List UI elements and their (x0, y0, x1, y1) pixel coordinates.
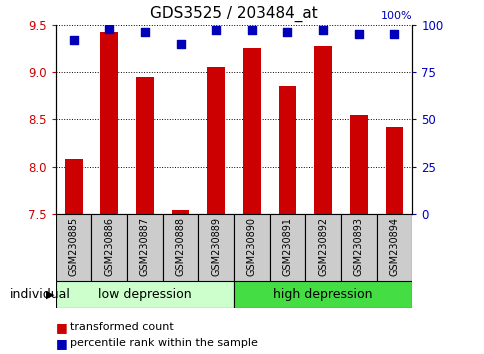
Text: GSM230885: GSM230885 (68, 217, 78, 276)
Point (70, 37, 77, 43)
Text: GSM230886: GSM230886 (104, 217, 114, 276)
Bar (385, 127, 403, 214)
FancyBboxPatch shape (233, 281, 411, 308)
Text: GSM230893: GSM230893 (353, 217, 363, 276)
Bar (314, 46, 332, 214)
FancyBboxPatch shape (340, 214, 376, 281)
Bar (207, 67, 225, 214)
Text: percentile rank within the sample: percentile rank within the sample (70, 338, 257, 348)
FancyBboxPatch shape (376, 214, 411, 281)
FancyBboxPatch shape (305, 214, 340, 281)
Point (176, 41, 184, 46)
Point (105, 26, 113, 32)
Title: GDS3525 / 203484_at: GDS3525 / 203484_at (150, 6, 317, 22)
Bar (171, 210, 189, 214)
Text: ▶: ▶ (45, 290, 54, 300)
Bar (64, 159, 82, 214)
Text: GSM230890: GSM230890 (246, 217, 257, 276)
FancyBboxPatch shape (163, 214, 198, 281)
FancyBboxPatch shape (127, 214, 163, 281)
Bar (100, 32, 118, 214)
FancyBboxPatch shape (233, 214, 269, 281)
FancyBboxPatch shape (198, 214, 233, 281)
Text: low depression: low depression (98, 288, 191, 301)
Text: GSM230894: GSM230894 (389, 217, 399, 276)
Text: high depression: high depression (273, 288, 372, 301)
Text: GSM230892: GSM230892 (318, 217, 328, 276)
Point (318, 28, 326, 33)
Text: GSM230887: GSM230887 (139, 217, 150, 276)
FancyBboxPatch shape (269, 214, 305, 281)
Text: GSM230889: GSM230889 (211, 217, 221, 276)
Point (283, 29, 291, 35)
Point (212, 28, 220, 33)
Text: GSM230891: GSM230891 (282, 217, 292, 276)
Text: transformed count: transformed count (70, 322, 174, 332)
FancyBboxPatch shape (91, 214, 127, 281)
Text: ■: ■ (56, 337, 67, 350)
Point (390, 32, 397, 37)
Bar (278, 86, 296, 214)
Point (141, 29, 149, 35)
Text: ■: ■ (56, 321, 67, 334)
Point (247, 28, 255, 33)
Bar (242, 48, 260, 214)
FancyBboxPatch shape (56, 281, 233, 308)
FancyBboxPatch shape (56, 214, 91, 281)
Point (354, 32, 362, 37)
Text: GSM230888: GSM230888 (175, 217, 185, 276)
Text: individual: individual (10, 289, 71, 301)
Bar (136, 77, 153, 214)
Text: 100%: 100% (380, 11, 411, 21)
Bar (349, 115, 367, 214)
